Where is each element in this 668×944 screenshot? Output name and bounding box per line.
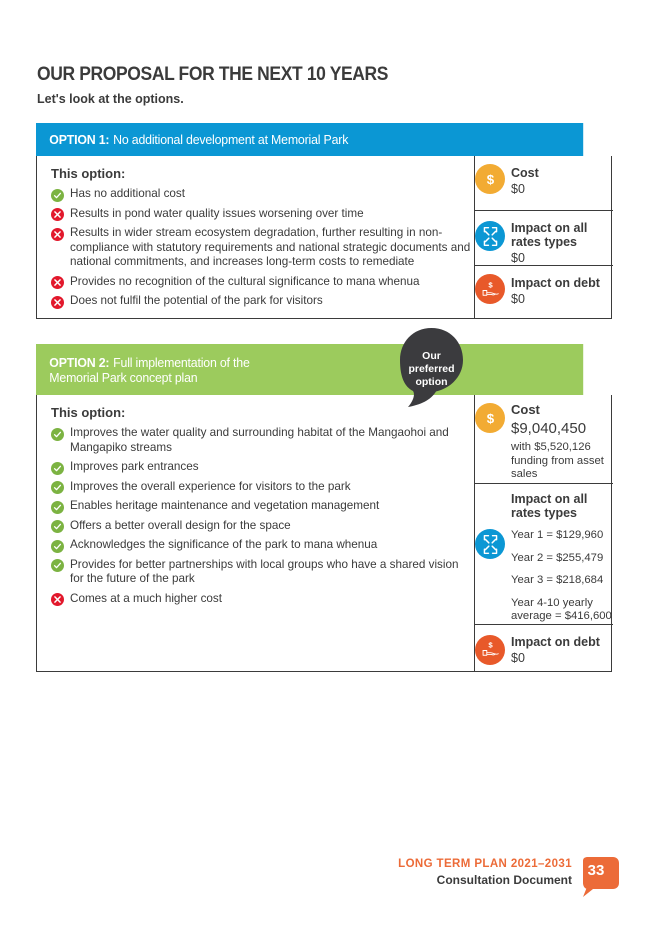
svg-text:$: $ — [486, 410, 494, 425]
svg-text:$: $ — [488, 640, 493, 649]
svg-text:$: $ — [488, 280, 493, 289]
svg-text:$: $ — [486, 171, 494, 186]
